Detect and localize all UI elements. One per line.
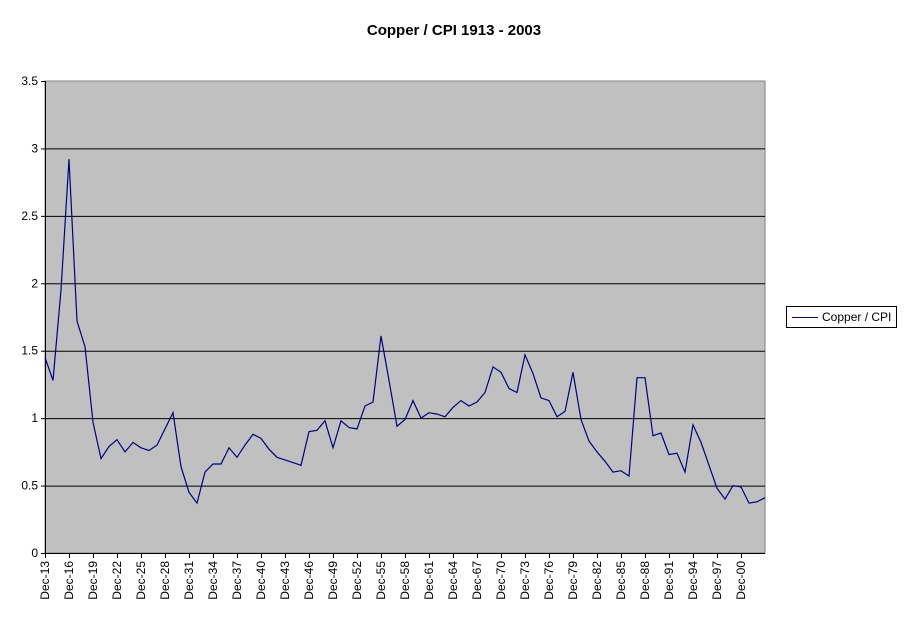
- y-tick-label: 2: [31, 276, 38, 290]
- x-tick-label: Dec-55: [374, 561, 388, 600]
- x-tick-label: Dec-52: [350, 561, 364, 600]
- x-tick-label: Dec-00: [734, 561, 748, 600]
- x-tick-label: Dec-73: [518, 561, 532, 600]
- y-tick-label: 3.5: [21, 74, 38, 88]
- x-tick-label: Dec-28: [158, 561, 172, 600]
- x-tick-label: Dec-79: [566, 561, 580, 600]
- x-tick-label: Dec-97: [710, 561, 724, 600]
- x-tick-label: Dec-76: [542, 561, 556, 600]
- x-tick-label: Dec-82: [590, 561, 604, 600]
- x-tick-label: Dec-70: [494, 561, 508, 600]
- y-axis: 0 0.5 1 1.5 2 2.5 3 3.5: [21, 74, 46, 560]
- x-tick-label: Dec-25: [134, 561, 148, 600]
- x-tick-label: Dec-40: [254, 561, 268, 600]
- x-tick-label: Dec-91: [662, 561, 676, 600]
- y-tick-label: 2.5: [21, 209, 38, 223]
- x-tick-label: Dec-43: [278, 561, 292, 600]
- x-tick-label: Dec-19: [86, 561, 100, 600]
- x-tick-label: Dec-37: [230, 561, 244, 600]
- x-tick-label: Dec-13: [38, 561, 52, 600]
- x-axis: Dec-13 Dec-16 Dec-19 Dec-22 Dec-25 Dec-28 Dec-…: [38, 553, 765, 600]
- x-tick-label: Dec-58: [398, 561, 412, 600]
- x-tick-label: Dec-22: [110, 561, 124, 600]
- plot-area: [44, 80, 766, 554]
- legend: Copper / CPI: [786, 306, 897, 328]
- chart-title: Copper / CPI 1913 - 2003: [366, 22, 542, 39]
- data-series-line: [44, 159, 766, 505]
- x-tick-label: Dec-49: [326, 561, 340, 600]
- x-tick-label: Dec-67: [470, 561, 484, 600]
- y-tick-label: 1.5: [21, 344, 38, 358]
- y-tick-label: 1: [31, 411, 38, 425]
- x-tick-label: Dec-46: [302, 561, 316, 600]
- y-tick-label: 0: [31, 546, 38, 560]
- x-tick-label: Dec-85: [614, 561, 628, 600]
- legend-line-icon: [792, 316, 818, 318]
- y-tick-label: 3: [31, 141, 38, 155]
- x-tick-label: Dec-94: [686, 561, 700, 600]
- x-tick-label: Dec-34: [206, 561, 220, 600]
- legend-label: Copper / CPI: [822, 310, 892, 324]
- series-line: [44, 159, 766, 505]
- x-tick-label: Dec-88: [638, 561, 652, 600]
- x-tick-label: Dec-16: [62, 561, 76, 600]
- y-tick-label: 0.5: [21, 479, 38, 493]
- x-tick-label: Dec-31: [182, 561, 196, 600]
- x-tick-label: Dec-61: [422, 561, 436, 600]
- x-tick-label: Dec-64: [446, 561, 460, 600]
